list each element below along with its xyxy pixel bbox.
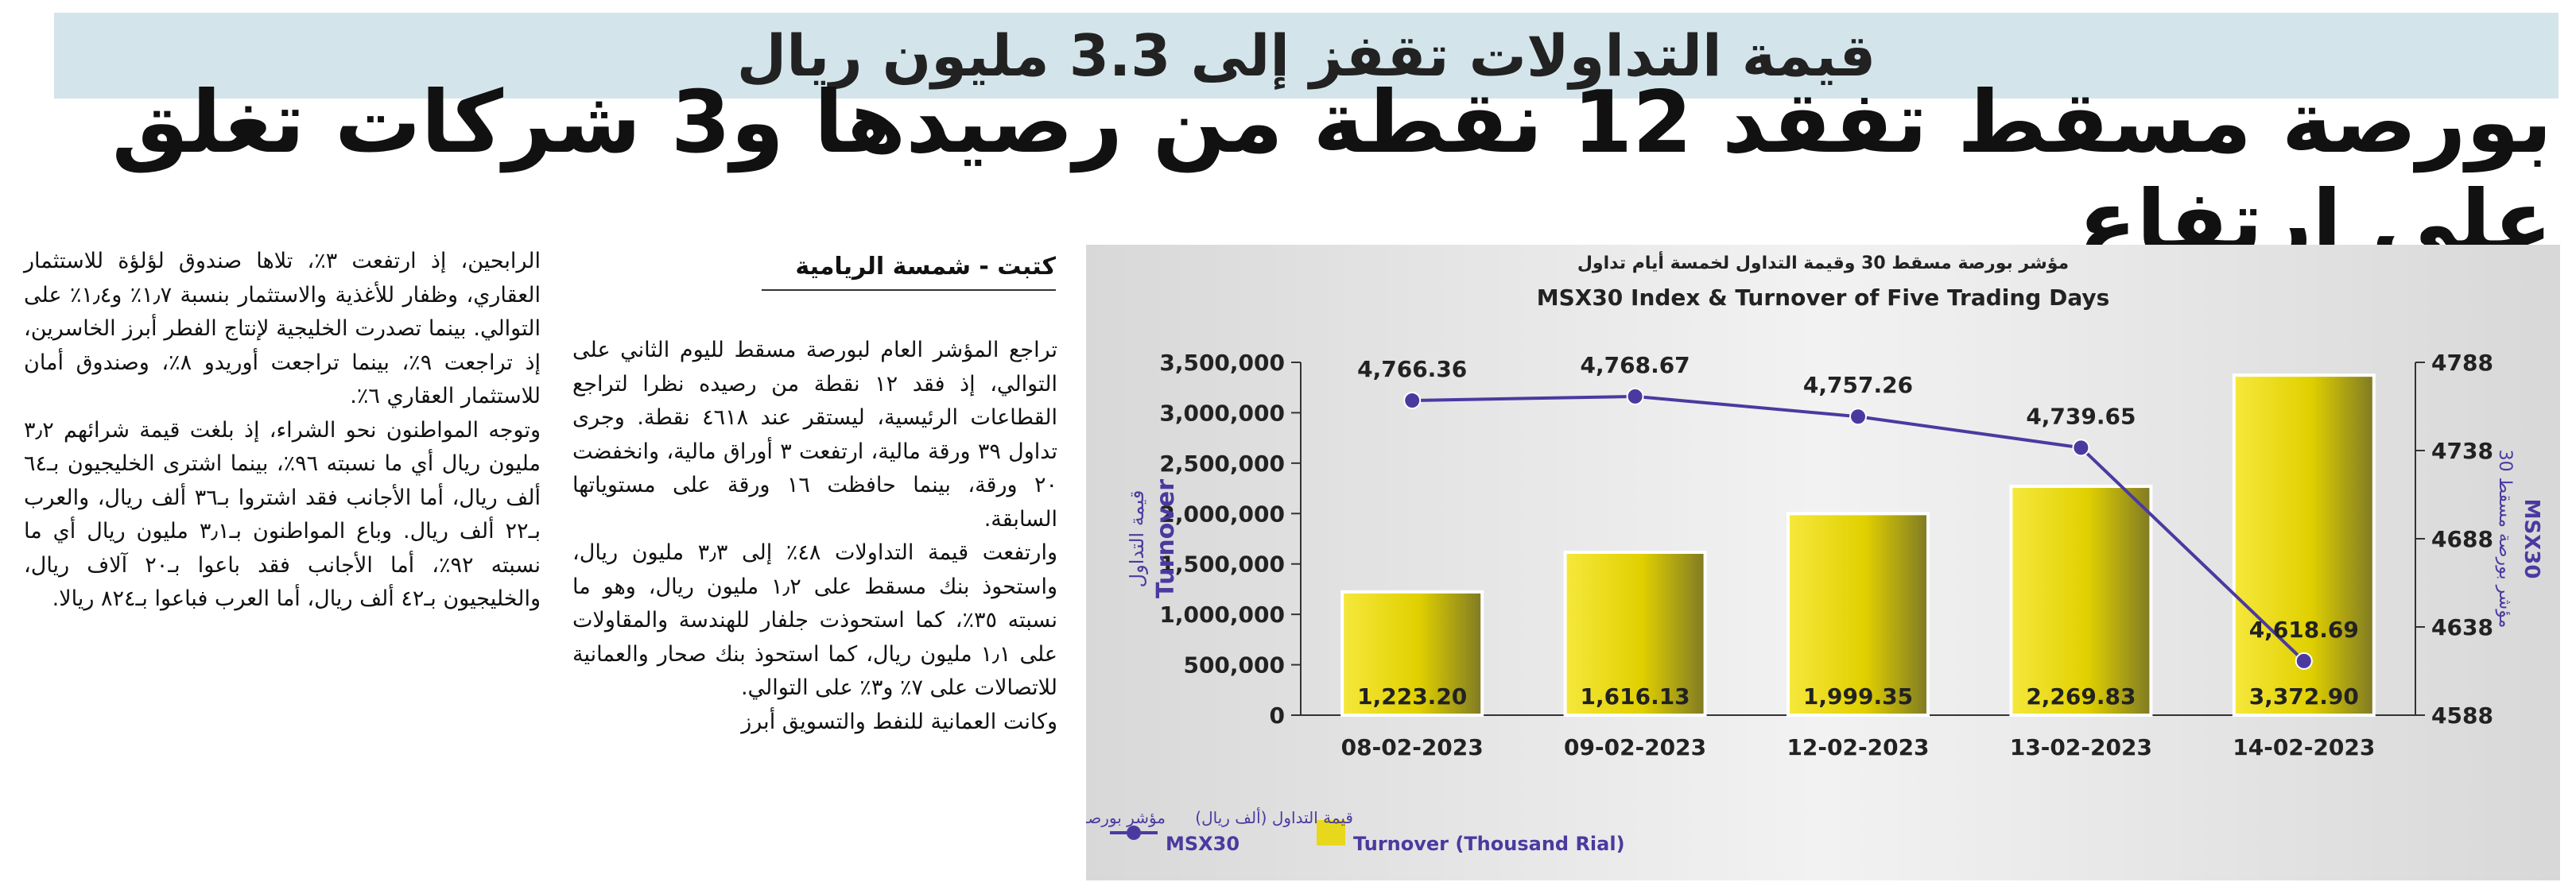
paragraph: تراجع المؤشر العام لبورصة مسقط لليوم الث… — [572, 338, 1058, 532]
msx30-point — [2295, 652, 2313, 670]
turnover-bar — [1340, 590, 1484, 717]
chart-title: MSX30 Index & Turnover of Five Trading D… — [1537, 284, 2110, 311]
x-tick-label: 08-02-2023 — [1341, 734, 1484, 760]
x-tick-label: 12-02-2023 — [1787, 734, 1929, 760]
y-tick-label-right: 4688 — [2431, 526, 2493, 552]
legend-label-ar: مؤشر بورصة مسقط 30 — [1086, 808, 1166, 827]
chart-figure: مؤشر بورصة مسقط 30 وقيمة التداول لخمسة أ… — [1003, 245, 2560, 880]
legend-label: MSX30 — [1166, 833, 1240, 855]
article-column-left: تراجع المؤشر العام لبورصة مسقط لليوم الث… — [572, 334, 1057, 739]
kicker-banner: قيمة التداولات تقفز إلى 3.3 مليون ريال — [54, 13, 2559, 99]
legend-label-ar: قيمة التداول (ألف ريال) — [1195, 807, 1353, 827]
msx30-point — [1626, 387, 1644, 405]
bar-data-label: 1,616.13 — [1581, 683, 1690, 710]
paragraph: وارتفعت قيمة التداولات ٤٨٪ إلى ٣٫٣ مليون… — [572, 540, 1057, 700]
x-tick-label: 14-02-2023 — [2233, 734, 2375, 760]
headline: بورصة مسقط تفقد 12 نقطة من رصيدها و3 شرك… — [111, 73, 2554, 272]
legend-point-swatch — [1127, 826, 1141, 840]
y-tick-label-right: 4588 — [2431, 702, 2493, 729]
y-tick-label-left: 1,500,000 — [1159, 551, 1285, 578]
bar-data-label: 3,372.90 — [2249, 683, 2359, 710]
paragraph: وتوجه المواطنون نحو الشراء، إذ بلغت قيمة… — [24, 417, 541, 612]
x-tick-label: 09-02-2023 — [1564, 734, 1706, 760]
point-data-label: 4,766.36 — [1357, 356, 1467, 382]
bar-data-label: 2,269.83 — [2026, 683, 2136, 710]
y-tick-label-left: 2,500,000 — [1159, 451, 1285, 477]
article-column-right: الرابحين، إذ ارتفعت ٣٪، تلاها صندوق لؤلؤ… — [24, 245, 541, 617]
msx30-point — [2072, 439, 2090, 457]
bar-data-label: 1,223.20 — [1357, 683, 1467, 710]
chart-title-ar: مؤشر بورصة مسقط 30 وقيمة التداول لخمسة أ… — [1577, 250, 2069, 273]
y-tick-label-left: 500,000 — [1183, 652, 1285, 679]
paragraph: وكانت العمانية للنفط والتسويق أبرز — [741, 709, 1057, 734]
point-data-label: 4,768.67 — [1581, 352, 1690, 378]
x-tick-label: 13-02-2023 — [2010, 734, 2152, 760]
point-data-label: 4,757.26 — [1803, 372, 1913, 398]
bar-data-label: 1,999.35 — [1803, 683, 1913, 710]
paragraph: الرابحين، إذ ارتفعت ٣٪، تلاها صندوق لؤلؤ… — [24, 249, 541, 408]
byline: كتبت - شمسة الريامية — [762, 243, 1056, 291]
kicker-text: قيمة التداولات تقفز إلى 3.3 مليون ريال — [736, 22, 1876, 89]
y-tick-label-left: 1,000,000 — [1159, 602, 1285, 628]
legend-bar-swatch — [1317, 820, 1345, 845]
turnover-bar — [2009, 485, 2153, 717]
y-tick-label-left: 0 — [1270, 702, 1285, 729]
y-axis-title-ar: قيمة التداول — [1126, 490, 1148, 588]
msx30-point — [1403, 392, 1422, 410]
y-axis-title: Turnover — [1152, 479, 1180, 598]
y-tick-label-right: 4788 — [2431, 350, 2493, 376]
turnover-bar — [1787, 512, 1930, 717]
y2-axis-title: MSX30 — [2520, 499, 2543, 579]
y2-axis-title-ar: مؤشر بورصة مسقط 30 — [2495, 450, 2515, 629]
point-data-label: 4,739.65 — [2026, 403, 2136, 429]
y-tick-label-left: 3,000,000 — [1159, 400, 1285, 426]
y-tick-label-left: 2,000,000 — [1159, 501, 1285, 527]
turnover-bar — [1563, 550, 1707, 717]
y-tick-label-right: 4738 — [2431, 438, 2493, 464]
msx30-point — [1849, 408, 1867, 426]
y-tick-label-left: 3,500,000 — [1159, 350, 1285, 376]
point-data-label: 4,618.69 — [2249, 617, 2359, 643]
chart-svg: مؤشر بورصة مسقط 30 وقيمة التداول لخمسة أ… — [1003, 245, 2560, 880]
legend-label: Turnover (Thousand Rial) — [1353, 833, 1625, 855]
y-tick-label-right: 4638 — [2431, 614, 2493, 640]
